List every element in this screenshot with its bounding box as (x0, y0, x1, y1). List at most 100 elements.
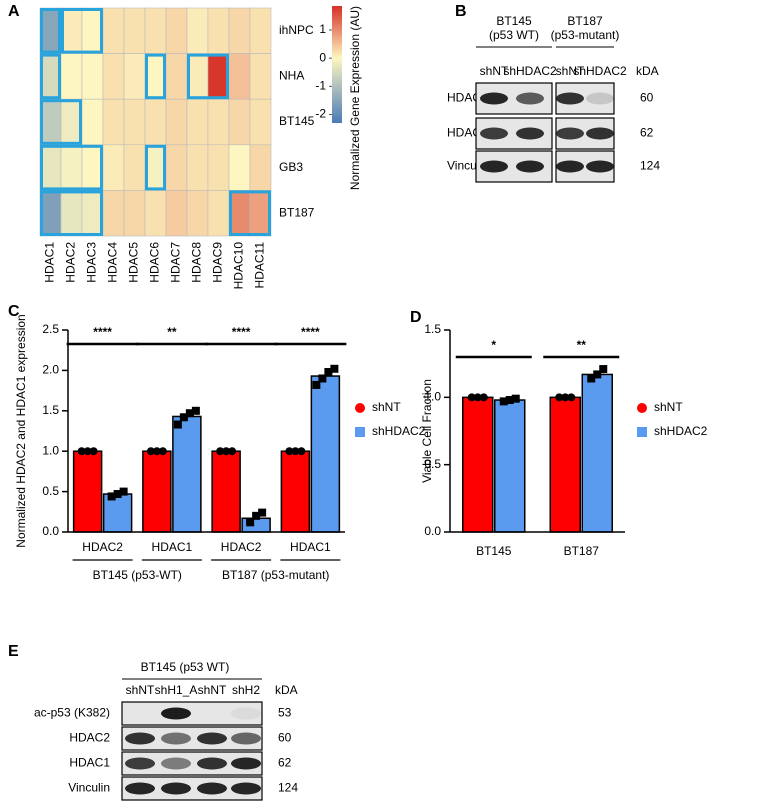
y-tick-label: 0.5 (42, 484, 59, 498)
y-axis-label: Viable Cell Fraction (420, 379, 434, 483)
kda-header: kDA (636, 64, 659, 78)
heatmap-cell (144, 53, 167, 100)
row-label: GB3 (279, 160, 303, 174)
data-point (179, 413, 188, 422)
significance-label: **** (301, 325, 320, 339)
column-label: HDAC1 (43, 242, 57, 283)
highlight-box (40, 53, 61, 100)
heatmap-cell (123, 7, 146, 54)
legend-marker (637, 403, 647, 413)
lane-label: shHDAC2 (503, 64, 557, 78)
highlight-box (145, 53, 166, 100)
blot-band (516, 92, 544, 105)
heatmap-cell (186, 144, 209, 191)
colorbar (332, 6, 342, 123)
heatmap-cell (228, 190, 251, 237)
lane-label: shHDAC2 (573, 64, 627, 78)
lane-label: shNT (480, 64, 509, 78)
column-label: HDAC8 (190, 242, 204, 283)
blot-band (125, 757, 155, 770)
heatmap-cell (102, 53, 125, 100)
column-label: HDAC6 (148, 242, 162, 283)
blot-band (480, 92, 508, 105)
heatmap-cell (39, 7, 62, 54)
blot-band (516, 160, 544, 173)
blot-band (197, 732, 227, 745)
protein-label: ac-p53 (K382) (34, 706, 110, 720)
data-point (228, 447, 237, 456)
significance-label: **** (93, 325, 112, 339)
row-label: NHA (279, 69, 304, 83)
heatmap-cell (249, 53, 272, 100)
data-point (297, 447, 306, 456)
x-tick-label: HDAC1 (290, 540, 331, 554)
heatmap-cell (207, 98, 230, 146)
blot-title: BT145 (p53 WT) (141, 660, 230, 674)
y-tick-label: 1.5 (424, 322, 441, 336)
data-point (499, 397, 508, 406)
significance-label: ** (577, 338, 587, 352)
blot-band (161, 757, 191, 770)
highlight-box (40, 144, 103, 191)
heatmap-cell (144, 190, 167, 237)
panel-letter: C (8, 303, 20, 320)
data-point (252, 511, 261, 520)
bar (280, 450, 311, 533)
heatmap-cell (81, 190, 104, 237)
y-axis-label: Normalized HDAC2 and HDAC1 expression (14, 314, 28, 547)
column-label: HDAC10 (232, 242, 246, 290)
data-point (258, 508, 267, 517)
heatmap-cell (39, 190, 62, 237)
bar (172, 415, 202, 533)
data-point (479, 393, 488, 402)
blot-frame (121, 726, 263, 751)
y-tick-label: 0.0 (424, 524, 441, 538)
heatmap-cell (249, 190, 272, 237)
data-point (83, 447, 92, 456)
lane-label: shH1_A (155, 683, 198, 697)
bar (72, 450, 103, 533)
heatmap-cell (144, 7, 167, 54)
row-label: BT145 (279, 114, 315, 128)
group-subtitle: (p53 WT) (489, 28, 539, 42)
heatmap-cell (207, 7, 230, 54)
legend-marker (355, 403, 365, 413)
heatmap-cell (207, 144, 230, 191)
column-label: HDAC7 (169, 242, 183, 283)
heatmap-cell (228, 7, 251, 54)
heatmap-cell (60, 98, 83, 146)
data-point (473, 393, 482, 402)
column-label: HDAC4 (106, 242, 120, 283)
bar (211, 450, 241, 533)
data-point (152, 447, 161, 456)
bar (581, 373, 613, 533)
blot-band (480, 127, 508, 140)
legend-label: shNT (654, 400, 683, 414)
data-point (291, 447, 300, 456)
blot-band (556, 160, 584, 173)
heatmap-cell (102, 190, 125, 237)
x-tick-label: HDAC1 (152, 540, 193, 554)
y-tick-label: 0.0 (42, 524, 59, 538)
heatmap-cell (81, 7, 104, 54)
heatmap-cell (207, 53, 230, 100)
blot-band (231, 757, 261, 770)
lane-label: shNT (198, 683, 227, 697)
group-label: BT145 (p53-WT) (93, 568, 182, 582)
blot-band (125, 782, 155, 795)
legend-marker (355, 427, 365, 437)
bar (494, 399, 526, 533)
colorbar-label: Normalized Gene Expression (AU) (348, 6, 362, 190)
lane-label: shNT (556, 64, 585, 78)
data-point (505, 396, 514, 405)
data-point (467, 393, 476, 402)
legend-marker (637, 427, 647, 437)
blot-band (480, 160, 508, 173)
heatmap-cell (39, 53, 62, 100)
protein-label: HDAC2 (69, 731, 110, 745)
highlight-box (187, 53, 229, 100)
significance-label: ** (167, 325, 177, 339)
heatmap-cell (81, 53, 104, 100)
lane-label: shNT (126, 683, 155, 697)
